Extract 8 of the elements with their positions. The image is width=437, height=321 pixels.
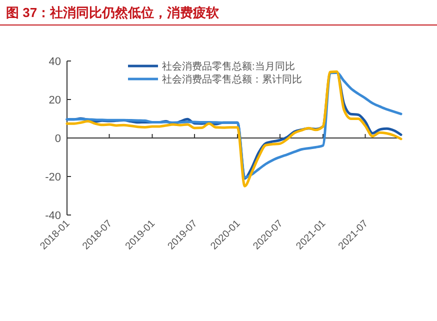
y-tick-label: 40 <box>48 56 61 68</box>
legend-label: 社会消费品零售总额：累计同比 <box>162 74 302 86</box>
y-tick-label: -40 <box>45 210 61 222</box>
y-tick-label: 20 <box>48 94 61 106</box>
y-tick-label: -20 <box>45 171 61 184</box>
y-tick-label: 0 <box>54 132 61 145</box>
chart-title: 图 37：社消同比仍然低位，消费疲软 <box>6 5 220 20</box>
legend-label: 社会消费品零售总额:当月同比 <box>162 60 295 72</box>
